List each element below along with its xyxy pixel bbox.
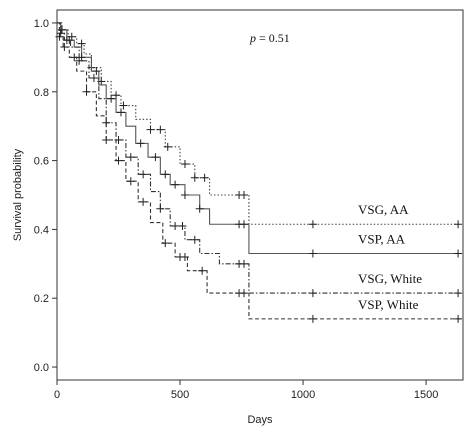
y-tick-label: 0.2 bbox=[34, 293, 49, 305]
y-tick-label: 1.0 bbox=[34, 18, 49, 30]
x-tick-label: 1500 bbox=[414, 389, 438, 401]
censor-mark bbox=[55, 32, 64, 41]
series-layer bbox=[55, 22, 463, 323]
censor-mark bbox=[156, 125, 165, 134]
x-axis: 0 500 1000 1500 bbox=[54, 380, 438, 401]
censor-mark bbox=[161, 170, 170, 179]
censor-mark bbox=[126, 177, 135, 186]
y-tick-label: 0.8 bbox=[34, 87, 49, 99]
censor-mark bbox=[126, 153, 135, 162]
series-labels: VSG, AA VSP, AA VSG, White VSP, White bbox=[358, 202, 422, 312]
censor-mark bbox=[198, 266, 207, 275]
censor-mark bbox=[82, 87, 91, 96]
series-label-3: VSG, White bbox=[358, 271, 422, 286]
censor-mark bbox=[161, 239, 170, 248]
survival-curve-2 bbox=[57, 22, 461, 255]
censor-mark bbox=[89, 74, 98, 83]
censor-mark bbox=[75, 56, 84, 65]
censor-mark bbox=[454, 289, 463, 298]
censor-mark bbox=[180, 252, 189, 261]
p-value-symbol: p bbox=[249, 31, 256, 45]
censor-mark bbox=[180, 191, 189, 199]
survival-curve-1 bbox=[57, 22, 461, 225]
censor-mark bbox=[70, 53, 79, 62]
y-tick-label: 0.0 bbox=[34, 362, 49, 374]
censor-mark bbox=[139, 170, 148, 179]
censor-mark bbox=[171, 221, 180, 230]
censor-mark bbox=[454, 249, 463, 258]
plot-frame bbox=[56, 9, 464, 381]
censor-mark bbox=[77, 39, 86, 48]
censor-mark bbox=[56, 29, 65, 38]
censor-mark bbox=[308, 249, 317, 258]
x-tick-label: 1000 bbox=[291, 389, 315, 401]
censor-mark bbox=[200, 173, 209, 182]
x-tick-label: 500 bbox=[171, 389, 189, 401]
censor-mark bbox=[119, 101, 128, 110]
censor-mark bbox=[114, 156, 123, 165]
censor-mark bbox=[308, 289, 317, 298]
censor-mark bbox=[454, 220, 463, 229]
censor-mark bbox=[156, 204, 165, 213]
series-label-1: VSG, AA bbox=[358, 202, 409, 217]
censor-mark bbox=[116, 108, 125, 117]
censor-mark bbox=[112, 91, 121, 100]
censor-mark bbox=[240, 220, 249, 229]
y-tick-label: 0.6 bbox=[34, 156, 49, 168]
censor-mark bbox=[195, 204, 204, 213]
survival-curve-3 bbox=[57, 22, 461, 294]
x-tick-label: 0 bbox=[54, 389, 60, 401]
censor-mark bbox=[102, 135, 111, 144]
series-label-4: VSP, White bbox=[358, 297, 419, 312]
censor-mark bbox=[107, 94, 116, 103]
censor-mark bbox=[180, 160, 189, 169]
censor-mark bbox=[92, 67, 101, 76]
x-axis-title: Days bbox=[247, 414, 273, 426]
censor-mark bbox=[62, 36, 71, 45]
censor-mark bbox=[136, 139, 145, 148]
censor-mark bbox=[163, 142, 172, 151]
p-value-annotation: p = 0.51 bbox=[249, 31, 290, 45]
censor-mark bbox=[171, 180, 180, 189]
y-axis-title: Survival probability bbox=[12, 148, 24, 241]
censor-mark bbox=[240, 289, 249, 298]
censor-mark bbox=[240, 259, 249, 268]
p-value-text: = 0.51 bbox=[256, 31, 290, 45]
censor-mark bbox=[60, 43, 69, 52]
censor-mark bbox=[190, 173, 199, 182]
censor-mark bbox=[190, 235, 199, 244]
censor-mark bbox=[308, 314, 317, 323]
censor-mark bbox=[178, 221, 187, 230]
y-axis: 0.0 0.2 0.4 0.6 0.8 1.0 bbox=[34, 18, 57, 374]
censor-mark bbox=[151, 153, 160, 162]
censor-mark bbox=[146, 125, 155, 134]
censor-mark bbox=[454, 314, 463, 323]
censor-mark bbox=[139, 197, 148, 206]
censor-mark bbox=[308, 220, 317, 229]
y-tick-label: 0.4 bbox=[34, 224, 49, 236]
censor-mark bbox=[240, 191, 249, 199]
series-label-2: VSP, AA bbox=[358, 231, 406, 246]
